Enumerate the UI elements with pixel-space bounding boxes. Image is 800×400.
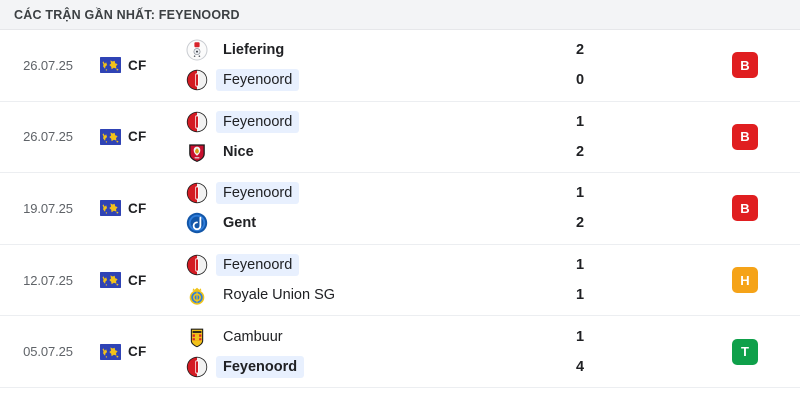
club-friendly-icon: [100, 272, 121, 289]
away-team-name: Royale Union SG: [223, 287, 336, 304]
feyenoord-crest: [186, 356, 208, 378]
away-team[interactable]: Royale Union SG: [186, 283, 570, 307]
teams-cell: Feyenoord Royale Union SG: [180, 245, 570, 316]
competition-cell: CF: [96, 173, 180, 244]
competition-code: CF: [128, 200, 147, 216]
match-date: 05.07.25: [23, 344, 73, 360]
status-badge: B: [732, 52, 758, 79]
competition-cell: CF: [96, 30, 180, 101]
club-friendly-icon: [100, 128, 121, 145]
match-row[interactable]: 26.07.25 CF Liefering Feyenoord 2 0 B: [0, 30, 800, 102]
home-team-name: Feyenoord: [216, 182, 300, 205]
match-date: 12.07.25: [23, 272, 73, 288]
page-title: CÁC TRẬN GẦN NHẤT: FEYENOORD: [14, 7, 240, 22]
away-team-name: Feyenoord: [216, 355, 305, 378]
match-list: 26.07.25 CF Liefering Feyenoord 2 0 B 26.07.25 C…: [0, 30, 800, 388]
teams-cell: Feyenoord Gent: [180, 173, 570, 244]
match-date: 26.07.25: [23, 129, 73, 145]
status-badge: B: [732, 195, 758, 222]
competition-code: CF: [128, 344, 147, 360]
home-score: 1: [576, 185, 585, 202]
home-team[interactable]: Cambuur: [186, 325, 570, 349]
result-cell: H: [690, 245, 800, 316]
home-team-name: Feyenoord: [216, 110, 300, 133]
away-score: 1: [576, 287, 585, 304]
competition-code: CF: [128, 272, 147, 288]
match-date: 26.07.25: [23, 57, 73, 73]
cambuur-crest: [186, 326, 208, 348]
home-team-name: Liefering: [223, 42, 285, 59]
feyenoord-crest: [186, 254, 208, 276]
away-score: 0: [576, 72, 585, 89]
club-friendly-icon: [100, 57, 121, 74]
royale-union-sg-crest: [186, 284, 208, 306]
competition-cell: CF: [96, 245, 180, 316]
liefering-crest: [186, 39, 208, 61]
home-score: 2: [576, 42, 585, 59]
away-score: 2: [576, 215, 585, 232]
nice-crest: [186, 141, 208, 163]
away-team-name: Nice: [223, 143, 254, 160]
away-team[interactable]: Feyenoord: [186, 68, 570, 92]
teams-cell: Feyenoord Nice: [180, 102, 570, 173]
match-row[interactable]: 05.07.25 CF Cambuur Feyenoord 1 4 T: [0, 316, 800, 388]
match-date: 19.07.25: [23, 200, 73, 216]
away-team[interactable]: Feyenoord: [186, 355, 570, 379]
result-cell: B: [690, 30, 800, 101]
away-score: 4: [576, 358, 585, 375]
home-team[interactable]: Feyenoord: [186, 181, 570, 205]
status-badge: T: [732, 338, 758, 365]
status-badge: H: [732, 267, 758, 294]
widget-header: CÁC TRẬN GẦN NHẤT: FEYENOORD: [0, 0, 800, 30]
away-score: 2: [576, 143, 585, 160]
home-score: 1: [576, 328, 585, 345]
home-team-name: Cambuur: [223, 328, 283, 345]
status-badge: B: [732, 123, 758, 150]
result-cell: B: [690, 173, 800, 244]
home-team[interactable]: Liefering: [186, 38, 570, 62]
feyenoord-crest: [186, 111, 208, 133]
competition-cell: CF: [96, 102, 180, 173]
result-cell: T: [690, 316, 800, 387]
away-team[interactable]: Gent: [186, 211, 570, 235]
competition-cell: CF: [96, 316, 180, 387]
away-team-name: Gent: [223, 215, 257, 232]
result-cell: B: [690, 102, 800, 173]
gent-crest: [186, 212, 208, 234]
match-row[interactable]: 12.07.25 CF Feyenoord Royale Union SG 1 1 H: [0, 244, 800, 317]
feyenoord-crest: [186, 69, 208, 91]
home-score: 1: [576, 113, 585, 130]
teams-cell: Cambuur Feyenoord: [180, 316, 570, 387]
club-friendly-icon: [100, 343, 121, 360]
home-score: 1: [576, 257, 585, 274]
competition-code: CF: [128, 57, 147, 73]
away-team-name: Feyenoord: [216, 69, 300, 92]
club-friendly-icon: [100, 200, 121, 217]
feyenoord-crest: [186, 182, 208, 204]
match-row[interactable]: 19.07.25 CF Feyenoord Gent 1 2 B: [0, 173, 800, 245]
competition-code: CF: [128, 129, 147, 145]
home-team-name: Feyenoord: [216, 254, 300, 277]
teams-cell: Liefering Feyenoord: [180, 30, 570, 101]
match-row[interactable]: 26.07.25 CF Feyenoord Nice 1 2 B: [0, 101, 800, 174]
home-team[interactable]: Feyenoord: [186, 110, 570, 134]
away-team[interactable]: Nice: [186, 140, 570, 164]
home-team[interactable]: Feyenoord: [186, 253, 570, 277]
